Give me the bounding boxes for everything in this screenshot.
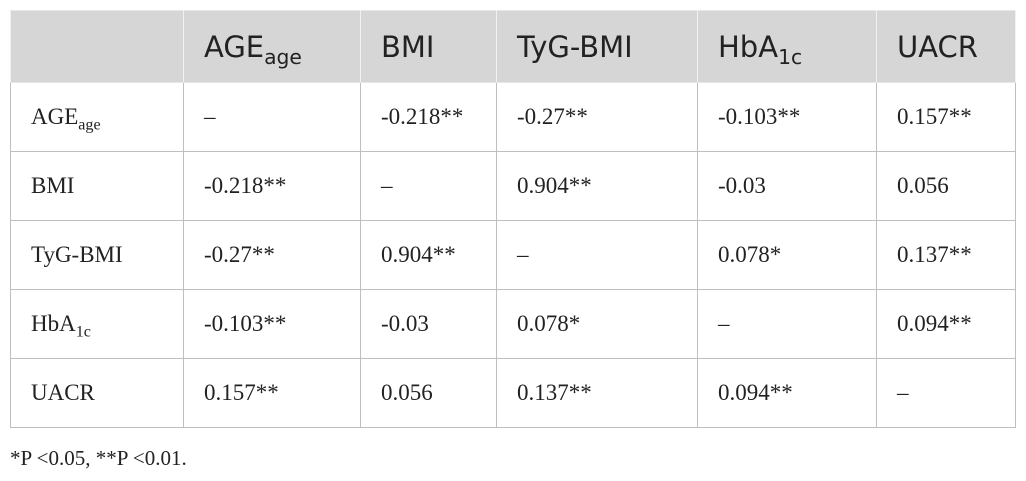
cell: 0.137**: [496, 358, 698, 428]
table-row: BMI -0.218** –0.904** -0.03 0.056: [10, 151, 1016, 221]
label-text: TyG-BMI: [31, 242, 123, 267]
table-row: TyG-BMI -0.27** 0.904** –0.078* 0.137**: [10, 220, 1016, 290]
cell: –: [876, 358, 1016, 428]
cell: –: [496, 220, 698, 290]
cell: 0.904**: [360, 220, 497, 290]
label-text: UACR: [31, 380, 95, 405]
cell: -0.03: [360, 289, 497, 359]
table-header: AGEage BMI TyG-BMI HbA1c UACR: [10, 10, 1016, 83]
table-row: AGEage – -0.218** -0.27** -0.103** 0.157**: [10, 82, 1016, 152]
cell: -0.218**: [183, 151, 361, 221]
row-label: HbA1c: [10, 289, 184, 359]
cell: -0.103**: [183, 289, 361, 359]
column-header: AGEage: [183, 10, 361, 83]
row-label: UACR: [10, 358, 184, 428]
label-text: HbA: [718, 29, 779, 64]
cell: –: [360, 151, 497, 221]
table-row: HbA1c -0.103** -0.03 0.078* –0.094**: [10, 289, 1016, 359]
cell: 0.056: [876, 151, 1016, 221]
cell: 0.157**: [876, 82, 1016, 152]
cell: 0.157**: [183, 358, 361, 428]
corner-cell: [10, 10, 184, 83]
cell: 0.056: [360, 358, 497, 428]
cell: 0.094**: [697, 358, 877, 428]
row-label: BMI: [10, 151, 184, 221]
column-header: BMI: [360, 10, 497, 83]
correlation-table: AGEage BMI TyG-BMI HbA1c UACR AGEage – -0.218*…: [10, 10, 1016, 428]
label-text: TyG-BMI: [517, 29, 633, 64]
label-subscript: age: [78, 116, 101, 134]
label-text: UACR: [897, 29, 978, 64]
column-header: HbA1c: [697, 10, 877, 83]
cell: 0.904**: [496, 151, 698, 221]
cell: 0.078*: [697, 220, 877, 290]
label-text: BMI: [31, 173, 75, 198]
cell: –: [697, 289, 877, 359]
label-text: BMI: [381, 29, 435, 64]
label-subscript: age: [264, 44, 302, 69]
cell: -0.03: [697, 151, 877, 221]
cell: -0.103**: [697, 82, 877, 152]
label-subscript: 1c: [75, 323, 91, 341]
cell: -0.27**: [183, 220, 361, 290]
column-header: TyG-BMI: [496, 10, 698, 83]
footnote: *P <0.05, **P <0.01.: [10, 446, 187, 470]
cell: 0.078*: [496, 289, 698, 359]
cell: 0.094**: [876, 289, 1016, 359]
label-subscript: 1c: [778, 44, 803, 69]
header-row: AGEage BMI TyG-BMI HbA1c UACR: [10, 10, 1016, 83]
table-body: AGEage – -0.218** -0.27** -0.103** 0.157** BMI…: [10, 82, 1016, 428]
label-text: AGE: [31, 104, 79, 129]
row-label: TyG-BMI: [10, 220, 184, 290]
cell: –: [183, 82, 361, 152]
row-label: AGEage: [10, 82, 184, 152]
cell: 0.137**: [876, 220, 1016, 290]
table-row: UACR 0.157** 0.056 0.137** 0.094** –: [10, 358, 1016, 428]
cell: -0.27**: [496, 82, 698, 152]
label-text: HbA: [31, 311, 76, 336]
label-text: AGE: [204, 29, 265, 64]
column-header: UACR: [876, 10, 1016, 83]
cell: -0.218**: [360, 82, 497, 152]
